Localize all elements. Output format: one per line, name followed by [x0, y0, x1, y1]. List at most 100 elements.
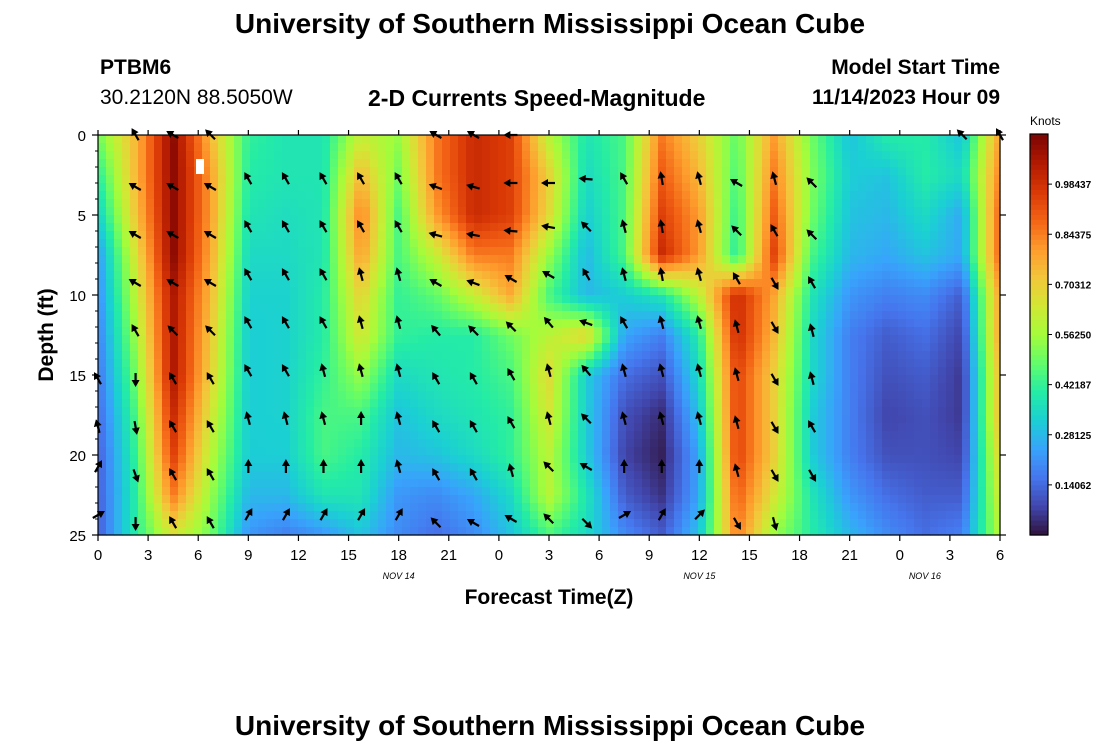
heatmap-cell	[858, 327, 867, 336]
heatmap-cell	[570, 327, 579, 336]
heatmap-cell	[378, 223, 387, 232]
heatmap-cell	[954, 279, 963, 288]
heatmap-cell	[162, 407, 171, 416]
heatmap-cell	[970, 335, 979, 344]
heatmap-cell	[722, 343, 731, 352]
heatmap-cell	[834, 447, 843, 456]
heatmap-cell	[834, 423, 843, 432]
heatmap-cell	[778, 247, 787, 256]
heatmap-cell	[962, 151, 971, 160]
heatmap-cell	[674, 479, 683, 488]
heatmap-cell	[202, 479, 211, 488]
heatmap-cell	[834, 391, 843, 400]
heatmap-cell	[602, 415, 611, 424]
heatmap-cell	[402, 223, 411, 232]
heatmap-cell	[642, 199, 651, 208]
heatmap-cell	[562, 143, 571, 152]
heatmap-cell	[946, 351, 955, 360]
heatmap-cell	[914, 231, 923, 240]
heatmap-cell	[546, 415, 555, 424]
heatmap-cell	[706, 455, 715, 464]
heatmap-cell	[578, 359, 587, 368]
heatmap-cell	[378, 407, 387, 416]
heatmap-cell	[698, 247, 707, 256]
heatmap-cell	[98, 391, 107, 400]
heatmap-cell	[418, 135, 427, 144]
heatmap-cell	[850, 471, 859, 480]
heatmap-cell	[570, 287, 579, 296]
heatmap-cell	[714, 415, 723, 424]
heatmap-cell	[602, 351, 611, 360]
heatmap-cell	[602, 463, 611, 472]
heatmap-cell	[914, 367, 923, 376]
heatmap-cell	[946, 367, 955, 376]
heatmap-cell	[354, 335, 363, 344]
heatmap-cell	[778, 143, 787, 152]
heatmap-cell	[226, 423, 235, 432]
heatmap-cell	[938, 471, 947, 480]
heatmap-cell	[842, 471, 851, 480]
heatmap-cell	[354, 351, 363, 360]
heatmap-cell	[650, 303, 659, 312]
heatmap-cell	[330, 175, 339, 184]
heatmap-cell	[642, 271, 651, 280]
heatmap-cell	[994, 303, 1001, 312]
heatmap-cell	[458, 327, 467, 336]
heatmap-cell	[282, 255, 291, 264]
heatmap-cell	[666, 447, 675, 456]
heatmap-cell	[290, 367, 299, 376]
heatmap-cell	[346, 215, 355, 224]
heatmap-cell	[586, 407, 595, 416]
heatmap-cell	[490, 319, 499, 328]
heatmap-cell	[794, 399, 803, 408]
heatmap-cell	[322, 279, 331, 288]
heatmap-cell	[506, 303, 515, 312]
heatmap-cell	[194, 463, 203, 472]
heatmap-cell	[986, 151, 995, 160]
heatmap-cell	[754, 335, 763, 344]
heatmap-cell	[778, 351, 787, 360]
heatmap-cell	[986, 391, 995, 400]
heatmap-cell	[218, 191, 227, 200]
heatmap-cell	[266, 191, 275, 200]
heatmap-cell	[402, 247, 411, 256]
heatmap-cell	[778, 183, 787, 192]
heatmap-cell	[466, 335, 475, 344]
heatmap-cell	[738, 295, 747, 304]
heatmap-cell	[314, 223, 323, 232]
heatmap-cell	[146, 207, 155, 216]
heatmap-cell	[570, 167, 579, 176]
heatmap-cell	[786, 247, 795, 256]
heatmap-cell	[354, 311, 363, 320]
heatmap-cell	[170, 263, 179, 272]
heatmap-cell	[594, 207, 603, 216]
heatmap-cell	[610, 423, 619, 432]
heatmap-cell	[842, 463, 851, 472]
heatmap-cell	[762, 199, 771, 208]
heatmap-cell	[978, 423, 987, 432]
heatmap-cell	[730, 255, 739, 264]
heatmap-cell	[594, 375, 603, 384]
heatmap-cell	[722, 455, 731, 464]
heatmap-cell	[970, 439, 979, 448]
heatmap-cell	[786, 399, 795, 408]
heatmap-cell	[906, 175, 915, 184]
heatmap-cell	[586, 359, 595, 368]
heatmap-cell	[322, 399, 331, 408]
heatmap-cell	[626, 423, 635, 432]
heatmap-cell	[282, 159, 291, 168]
heatmap-cell	[650, 399, 659, 408]
heatmap-cell	[874, 295, 883, 304]
heatmap-cell	[314, 303, 323, 312]
heatmap-cell	[586, 471, 595, 480]
heatmap-cell	[650, 279, 659, 288]
heatmap-cell	[250, 455, 259, 464]
heatmap-cell	[914, 199, 923, 208]
heatmap-cell	[706, 255, 715, 264]
heatmap-cell	[570, 311, 579, 320]
heatmap-cell	[882, 335, 891, 344]
heatmap-cell	[722, 375, 731, 384]
heatmap-cell	[210, 287, 219, 296]
heatmap-cell	[634, 335, 643, 344]
heatmap-cell	[898, 455, 907, 464]
